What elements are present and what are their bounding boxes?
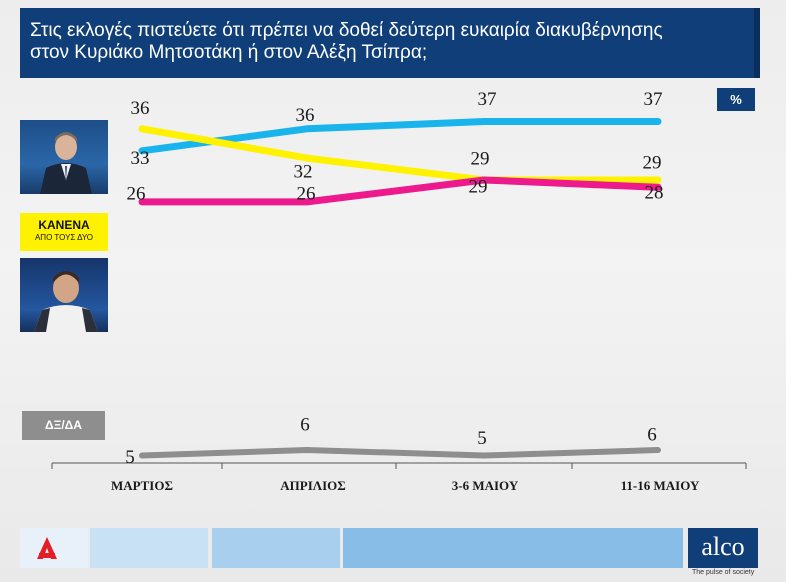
data-label-mitsotakis-0: 33 xyxy=(131,148,150,169)
x-tick-label-2: 3-6 ΜΑΙΟΥ xyxy=(452,478,519,493)
legend-none-line1: ΚΑΝΕΝΑ xyxy=(38,218,90,232)
data-label-mitsotakis-3: 37 xyxy=(644,89,663,110)
footer-band-3 xyxy=(212,528,340,568)
legend-dk-na: ΔΞ/ΔΑ xyxy=(22,411,105,440)
data-label-dk-2: 5 xyxy=(477,428,487,449)
x-tick-label-0: ΜΑΡΤΙΟΣ xyxy=(111,478,173,493)
unit-badge: % xyxy=(717,88,755,111)
data-label-mitsotakis-1: 36 xyxy=(296,105,315,126)
data-label-tsipras-1: 26 xyxy=(297,183,316,204)
footer-band-1 xyxy=(20,528,88,568)
x-tick-label-3: 11-16 ΜΑΙΟΥ xyxy=(621,478,700,493)
data-label-dk-3: 6 xyxy=(647,424,657,445)
legend-none-line2: ΑΠΟ ΤΟΥΣ ΔΥΟ xyxy=(34,233,94,242)
alco-tagline: The pulse of society xyxy=(692,569,755,576)
data-label-none-0: 36 xyxy=(131,98,150,119)
data-label-tsipras-3: 28 xyxy=(645,183,664,204)
data-label-dk-0: 5 xyxy=(125,447,135,468)
data-label-none-3: 29 xyxy=(643,152,662,173)
data-label-tsipras-2: 29 xyxy=(469,176,488,197)
footer-band-4 xyxy=(343,528,683,568)
title-bar: Στις εκλογές πιστεύετε ότι πρέπει να δοθ… xyxy=(20,8,760,78)
data-label-dk-1: 6 xyxy=(300,414,310,435)
footer-band-2 xyxy=(90,528,208,568)
data-label-mitsotakis-2: 37 xyxy=(478,89,497,110)
tsipras-photo xyxy=(20,258,108,332)
chart-title: Στις εκλογές πιστεύετε ότι πρέπει να δοθ… xyxy=(30,20,663,63)
x-tick-label-1: ΑΠΡΙΛΙΟΣ xyxy=(280,478,346,493)
data-label-none-2: 29 xyxy=(471,148,490,169)
series-line-dk xyxy=(139,447,661,459)
mitsotakis-photo xyxy=(20,120,108,194)
alpha-channel-logo xyxy=(36,536,58,560)
series-line-none xyxy=(138,125,662,184)
data-label-none-1: 32 xyxy=(294,161,313,182)
series-line-mitsotakis xyxy=(138,118,662,155)
data-label-tsipras-0: 26 xyxy=(127,183,146,204)
legend-none-of-two: ΚΑΝΕΝΑ ΑΠΟ ΤΟΥΣ ΔΥΟ xyxy=(20,213,108,251)
series-line-tsipras xyxy=(138,176,662,206)
alco-logo: alco xyxy=(688,528,758,568)
